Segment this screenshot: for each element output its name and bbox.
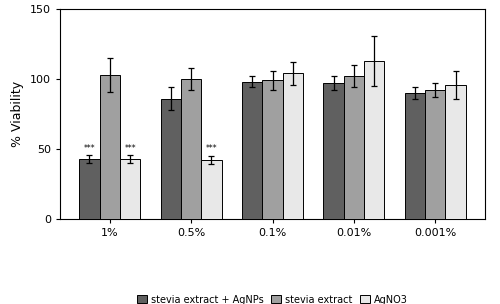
Bar (120, 159, 141, 219)
Bar (202, 160, 222, 219)
Legend: stevia extract + AgNPs, stevia extract, AgNO3: stevia extract + AgNPs, stevia extract, … (134, 291, 411, 304)
Bar (344, 76, 364, 219)
Bar (282, 74, 303, 219)
Bar (324, 83, 344, 219)
Bar (364, 61, 384, 219)
Bar (404, 93, 425, 219)
Bar (80, 159, 100, 219)
Text: ***: *** (124, 144, 136, 154)
Text: ***: *** (206, 144, 218, 154)
Bar (425, 90, 446, 219)
Bar (242, 82, 262, 219)
Bar (181, 79, 202, 219)
Bar (446, 85, 466, 219)
Bar (160, 98, 181, 219)
Bar (262, 81, 282, 219)
Text: ***: *** (84, 144, 96, 154)
Y-axis label: % Viability: % Viability (12, 81, 24, 147)
Bar (100, 75, 120, 219)
